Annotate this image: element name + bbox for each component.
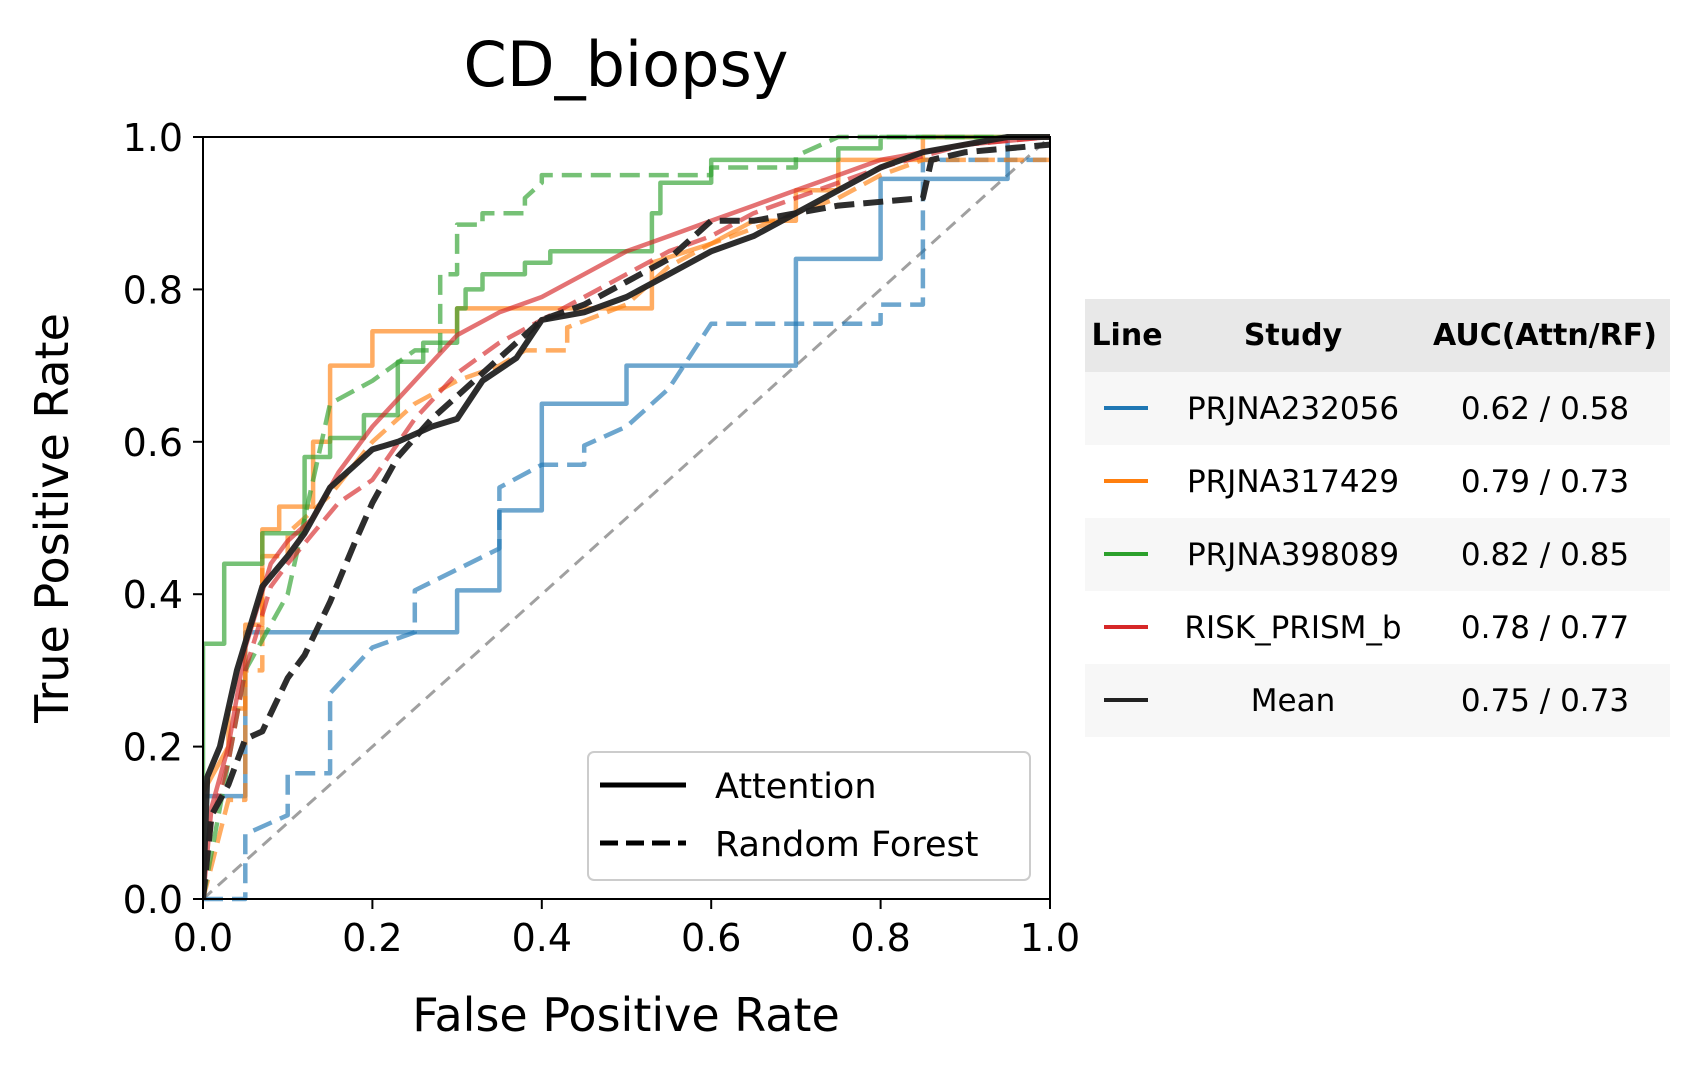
mean-attention-line xyxy=(203,134,1050,900)
y-tick-label: 0.8 xyxy=(123,268,183,312)
table-row-bg xyxy=(1085,591,1670,664)
prjna398089-random-forest-line xyxy=(203,134,1050,900)
x-tick-label: 1.0 xyxy=(1020,916,1080,960)
table-cell-auc: 0.75 / 0.73 xyxy=(1461,683,1629,719)
table-cell-study: PRJNA232056 xyxy=(1187,391,1399,427)
y-tick-label: 0.0 xyxy=(123,878,183,922)
table-cell-study: RISK_PRISM_b xyxy=(1184,610,1401,646)
legend-box xyxy=(587,751,1031,881)
ticks-layer: 0.0 0.2 0.4 0.6 0.8 1.0 0.0 0.2 0.4 0.6 0.8 1.0 xyxy=(123,116,1081,960)
table-cell-study: PRJNA398089 xyxy=(1187,537,1399,573)
table-row: PRJNA317429 0.79 / 0.73 xyxy=(1085,445,1670,518)
x-tick-label: 0.8 xyxy=(850,916,910,960)
table-row-bg xyxy=(1085,518,1670,591)
legend-label-attention: Attention xyxy=(715,767,877,807)
legend: Attention Random Forest xyxy=(587,751,1031,881)
series-layer xyxy=(203,134,1052,902)
table-row: PRJNA232056 0.62 / 0.58 xyxy=(1085,372,1670,445)
plot-frame xyxy=(202,136,1051,900)
x-tick-label: 0.4 xyxy=(512,916,572,960)
chart-title: CD_biopsy xyxy=(464,28,789,101)
table-cell-study: PRJNA317429 xyxy=(1187,464,1399,500)
table-cell-auc: 0.62 / 0.58 xyxy=(1461,391,1629,427)
x-axis-label: False Positive Rate xyxy=(412,988,840,1042)
prjna232056-random-forest-line xyxy=(203,157,1050,902)
table-row-bg xyxy=(1085,372,1670,445)
table-row: PRJNA398089 0.82 / 0.85 xyxy=(1085,518,1670,591)
y-tick-label: 1.0 xyxy=(123,116,183,160)
x-tick-label: 0.6 xyxy=(681,916,741,960)
chance-reference-line xyxy=(203,135,1052,901)
table-row: Mean 0.75 / 0.73 xyxy=(1085,664,1670,737)
table-row-bg xyxy=(1085,664,1670,737)
y-axis-label: True Positive Rate xyxy=(25,313,79,724)
table-cell-auc: 0.79 / 0.73 xyxy=(1461,464,1629,500)
table-header-line: Line xyxy=(1091,318,1162,353)
y-tick-label: 0.4 xyxy=(123,573,183,617)
legend-label-random-forest: Random Forest xyxy=(715,825,978,865)
table-cell-auc: 0.78 / 0.77 xyxy=(1461,610,1629,646)
table-header-study: Study xyxy=(1244,318,1343,353)
table-header-auc: AUC(Attn/RF) xyxy=(1433,318,1657,353)
table-header-bg xyxy=(1085,299,1670,372)
y-tick-label: 0.2 xyxy=(123,726,183,770)
risk-prism-b-random-forest-line xyxy=(203,134,1051,900)
table-row: RISK_PRISM_b 0.78 / 0.77 xyxy=(1085,591,1670,664)
table-cell-auc: 0.82 / 0.85 xyxy=(1461,537,1629,573)
auc-table: Line Study AUC(Attn/RF) PRJNA232056 0.62 … xyxy=(1085,299,1670,737)
table-cell-study: Mean xyxy=(1251,683,1335,719)
y-tick-label: 0.6 xyxy=(123,421,183,465)
table-row-bg xyxy=(1085,445,1670,518)
x-tick-label: 0.0 xyxy=(173,916,233,960)
x-tick-label: 0.2 xyxy=(342,916,402,960)
